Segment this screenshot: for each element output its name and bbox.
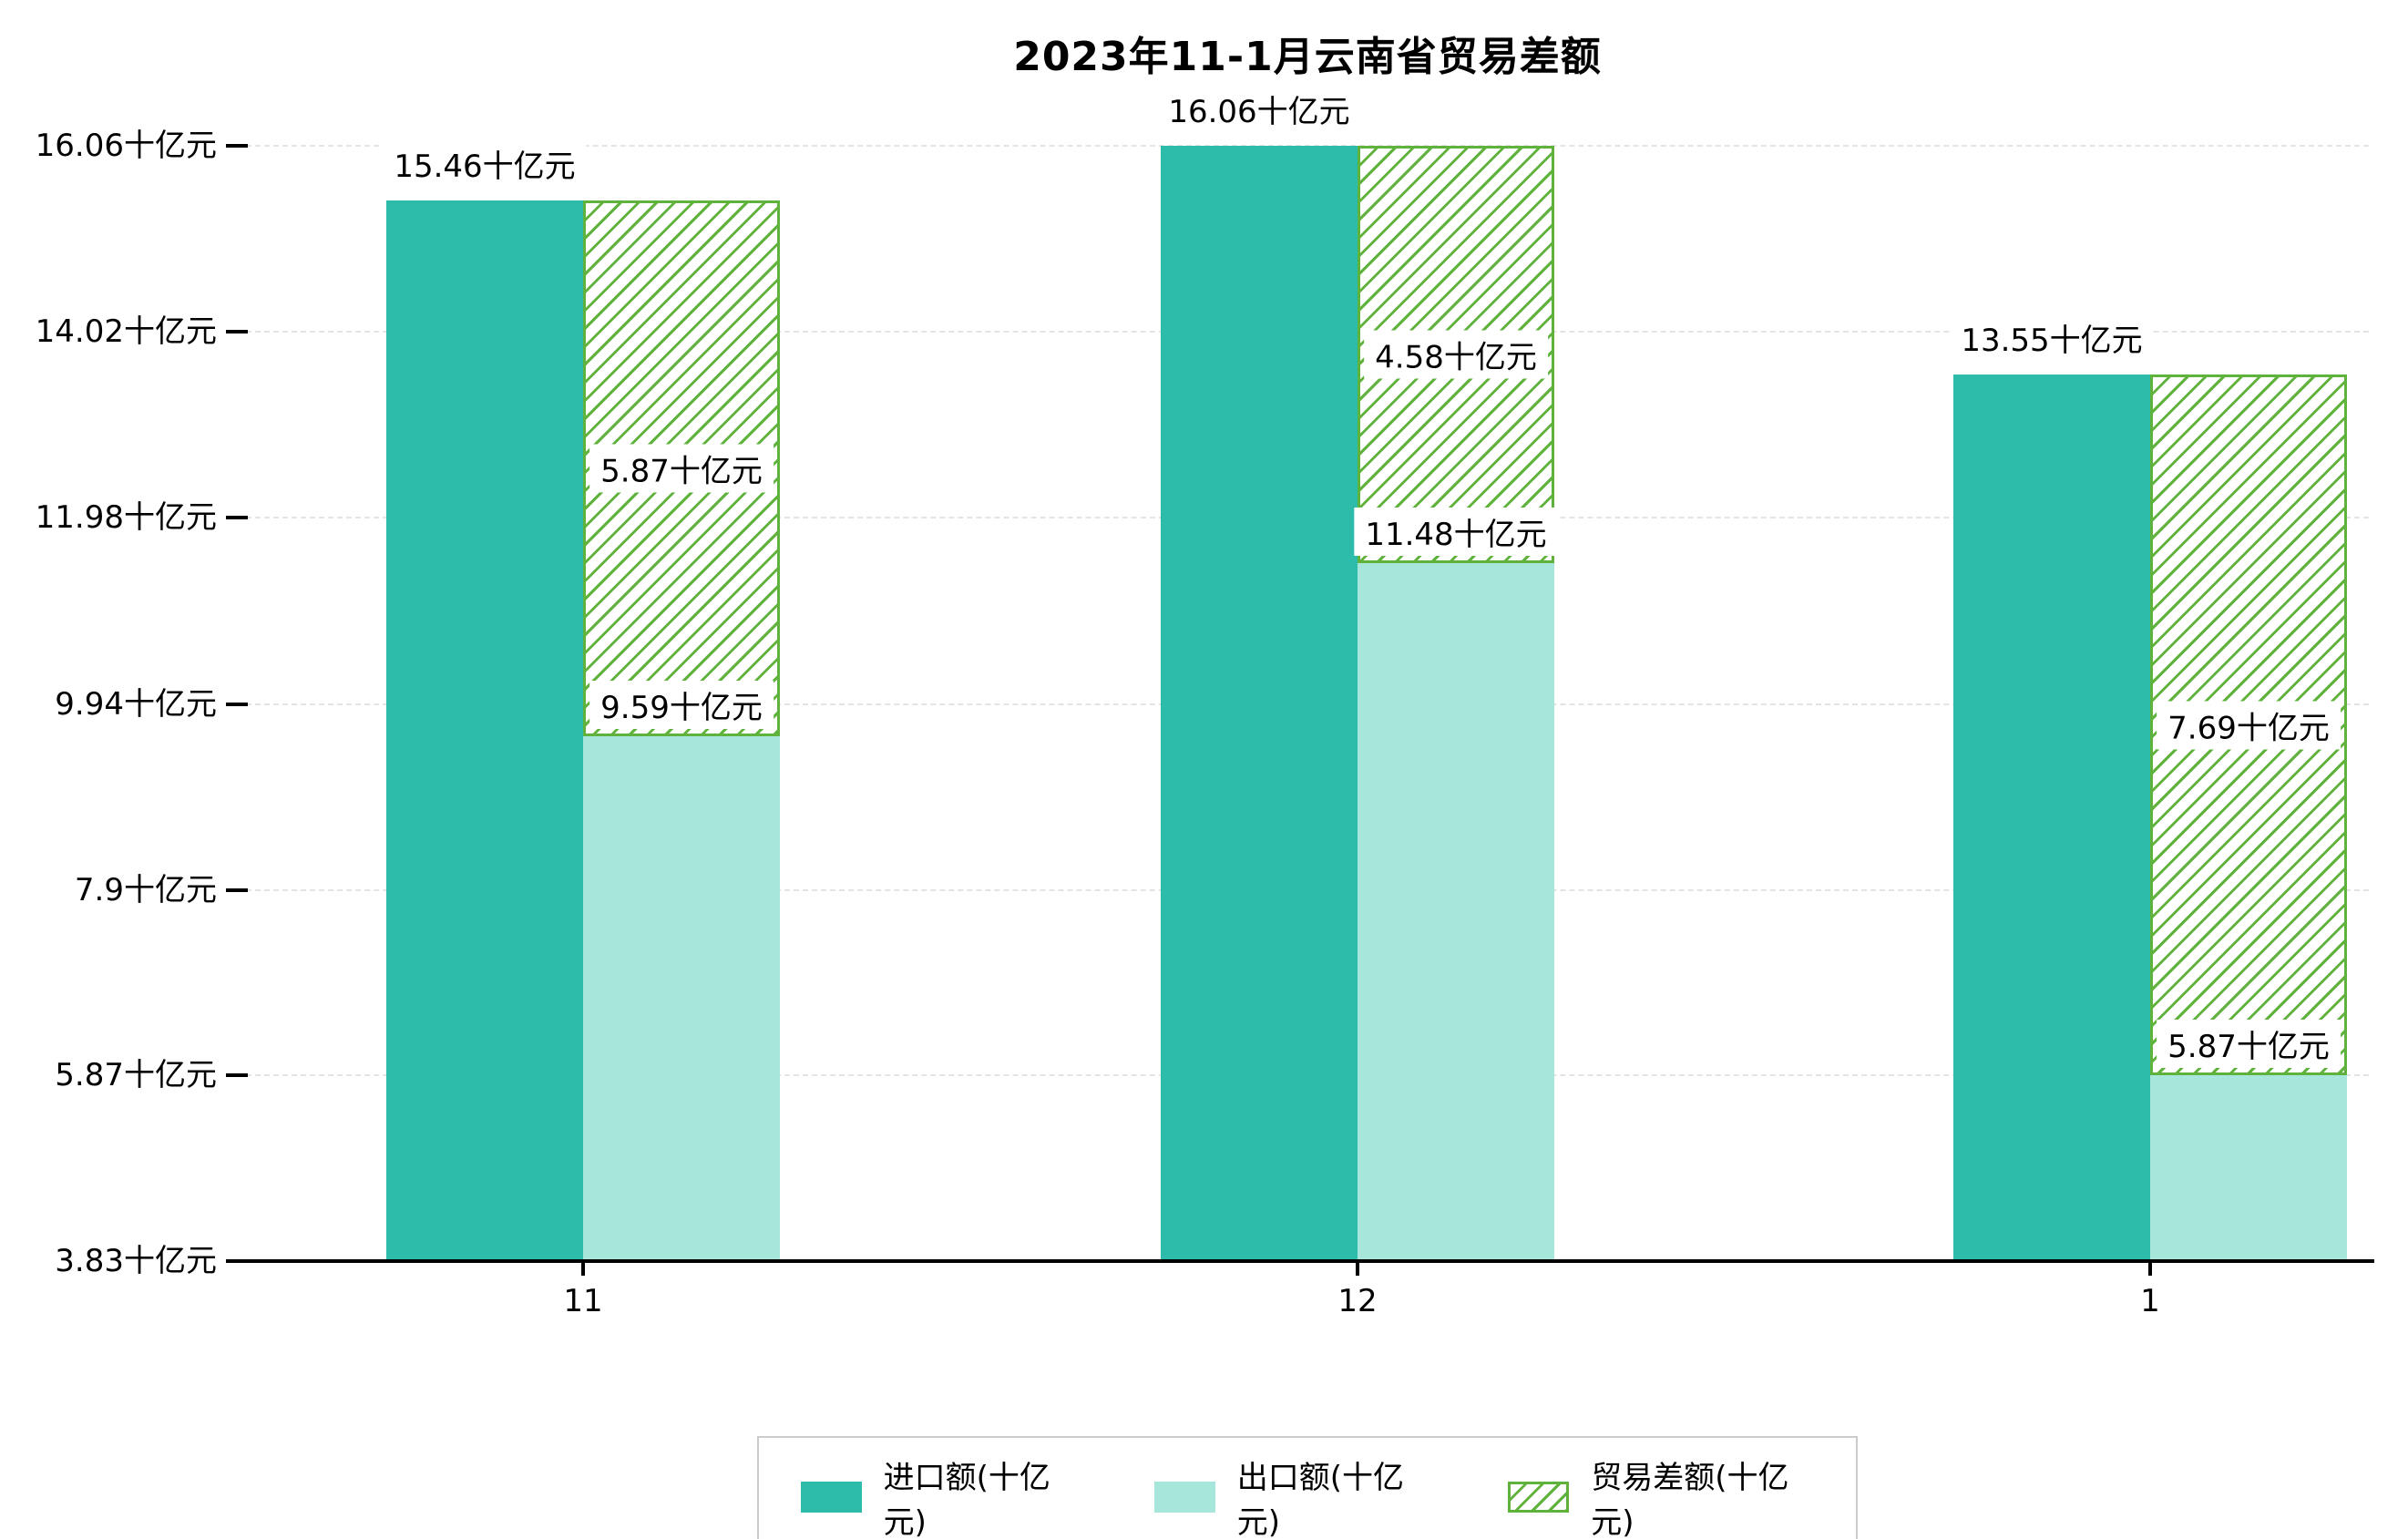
y-tick-label: 16.06十亿元 bbox=[35, 128, 217, 164]
x-tick-label: 12 bbox=[1337, 1283, 1378, 1319]
y-tick-mark bbox=[226, 1259, 248, 1263]
legend-item-import[interactable]: 进口额(十亿元) bbox=[801, 1452, 1078, 1539]
import-swatch bbox=[801, 1482, 862, 1513]
y-tick-mark bbox=[226, 887, 248, 892]
balance-swatch bbox=[1508, 1482, 1570, 1513]
x-tick-mark bbox=[581, 1263, 585, 1276]
legend-item-export[interactable]: 出口额(十亿元) bbox=[1154, 1452, 1431, 1539]
y-tick-mark bbox=[226, 702, 248, 706]
export-value-label: 5.87十亿元 bbox=[2157, 1019, 2341, 1068]
y-tick-label: 11.98十亿元 bbox=[35, 499, 217, 537]
legend-item-balance[interactable]: 贸易差额(十亿元) bbox=[1508, 1452, 1814, 1539]
y-tick-mark bbox=[226, 1072, 248, 1077]
import-value-label: 16.06十亿元 bbox=[1157, 85, 1361, 133]
export-bar[interactable] bbox=[583, 735, 780, 1261]
y-tick-mark bbox=[226, 516, 248, 520]
y-tick-label: 14.02十亿元 bbox=[35, 313, 217, 351]
legend-label-export: 出口额(十亿元) bbox=[1236, 1460, 1405, 1539]
import-bar[interactable] bbox=[1161, 146, 1358, 1261]
balance-value-label: 7.69十亿元 bbox=[2157, 701, 2341, 750]
balance-value-label: 4.58十亿元 bbox=[1364, 330, 1548, 379]
export-swatch bbox=[1154, 1482, 1215, 1513]
export-value-label: 11.48十亿元 bbox=[1354, 508, 1558, 557]
legend: 进口额(十亿元) 出口额(十亿元) 贸易差额(十亿元) bbox=[757, 1436, 1858, 1539]
chart-title: 2023年11-1月云南省贸易差额 bbox=[1013, 34, 1602, 80]
import-bar[interactable] bbox=[1953, 374, 2150, 1261]
x-tick-mark bbox=[2148, 1263, 2152, 1276]
balance-value-label: 5.87十亿元 bbox=[589, 444, 774, 493]
y-tick-mark bbox=[226, 330, 248, 334]
import-value-label: 15.46十亿元 bbox=[383, 139, 587, 189]
x-axis-line bbox=[241, 1259, 2374, 1263]
x-tick-label: 11 bbox=[563, 1283, 603, 1319]
y-tick-label: 9.94十亿元 bbox=[55, 685, 217, 723]
import-bar[interactable] bbox=[386, 200, 583, 1261]
import-value-label: 13.55十亿元 bbox=[1950, 313, 2154, 363]
legend-label-balance: 贸易差额(十亿元) bbox=[1591, 1460, 1789, 1539]
legend-label-import: 进口额(十亿元) bbox=[883, 1460, 1050, 1539]
y-tick-label: 3.83十亿元 bbox=[55, 1243, 217, 1279]
export-bar[interactable] bbox=[2150, 1074, 2347, 1261]
y-tick-label: 7.9十亿元 bbox=[74, 871, 217, 908]
x-tick-label: 1 bbox=[2140, 1283, 2160, 1319]
export-value-label: 9.59十亿元 bbox=[589, 680, 774, 729]
y-tick-label: 5.87十亿元 bbox=[55, 1056, 217, 1093]
y-tick-mark bbox=[226, 144, 248, 148]
x-tick-mark bbox=[1356, 1263, 1359, 1276]
export-bar[interactable] bbox=[1358, 563, 1554, 1261]
